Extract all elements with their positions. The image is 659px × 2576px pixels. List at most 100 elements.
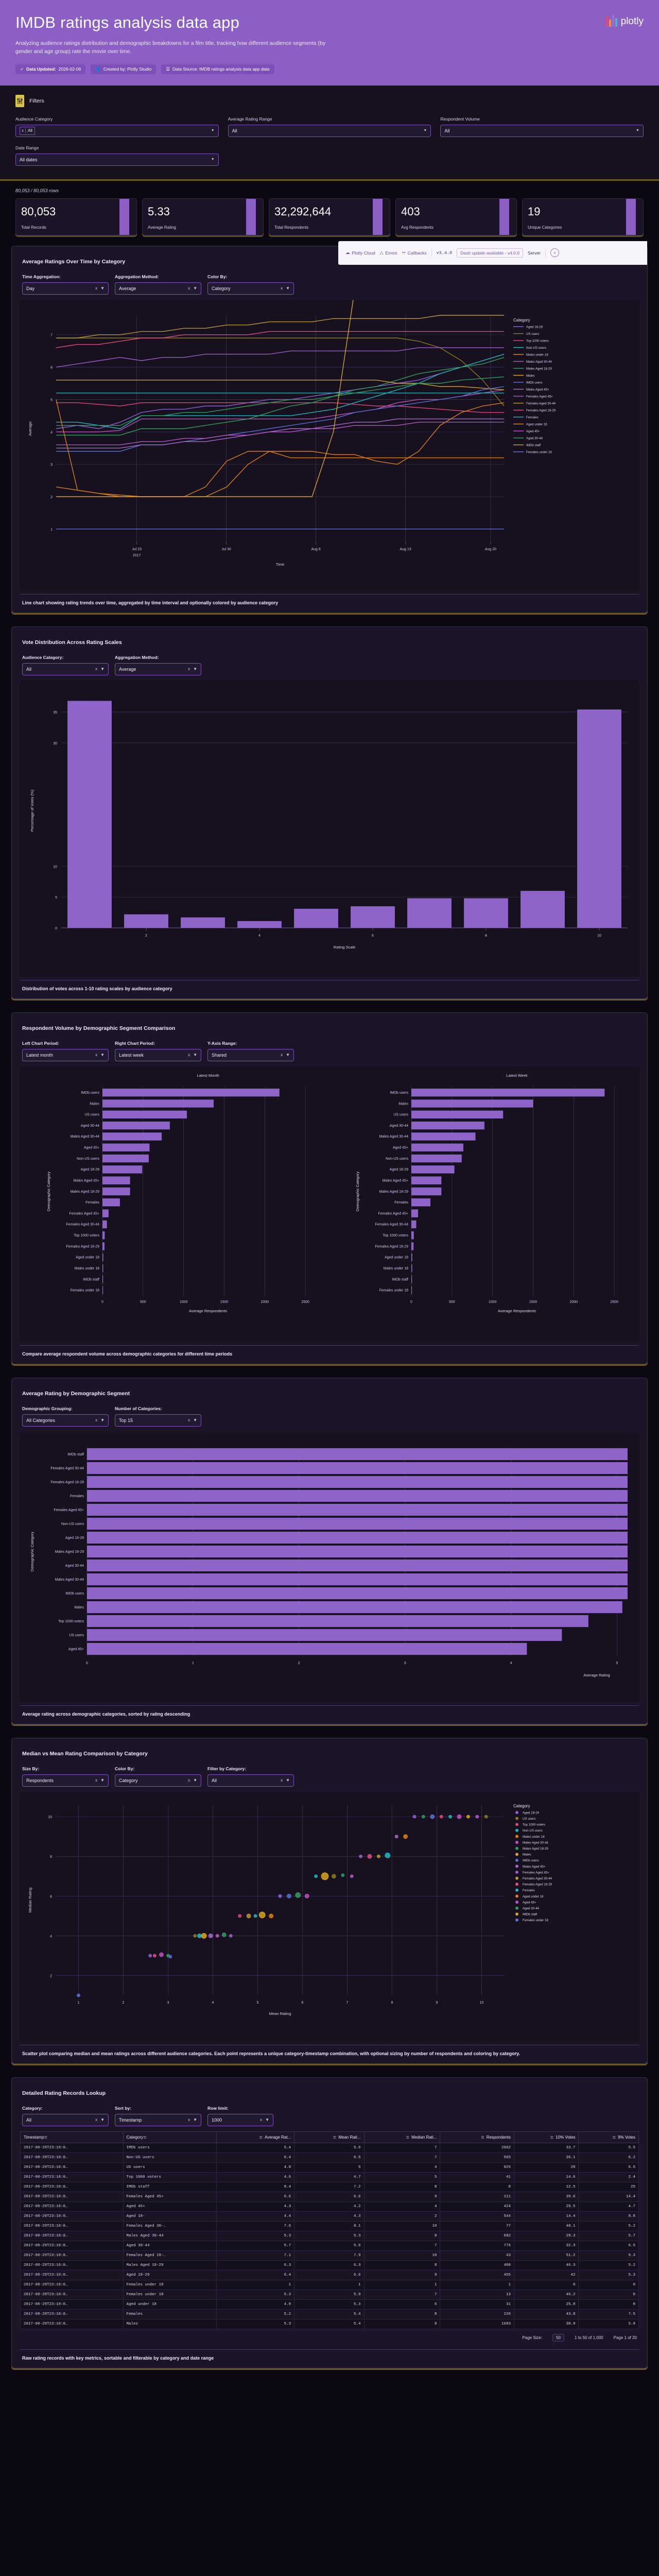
table-row[interactable]: 2017-08-29T23:10:0… Females under 18 5.3 5.…	[20, 2289, 639, 2300]
chevron-down-icon[interactable]: ▼	[193, 1418, 197, 1423]
color-by-select[interactable]: Category x ▼	[207, 282, 294, 295]
chevron-down-icon[interactable]: ▼	[100, 286, 105, 291]
filter-sort-icon[interactable]: ≣	[143, 2134, 147, 2140]
clear-icon[interactable]: x	[188, 2117, 190, 2123]
right-chart-period-select[interactable]: Latest week x ▼	[115, 1048, 201, 1061]
chevron-down-icon[interactable]: ▼	[100, 1053, 105, 1058]
dash-devtools-toolbar[interactable]: ☁ Plotly Cloud △ Errors ∺ Callbacks v3.4.0 …	[338, 241, 647, 265]
table-row[interactable]: 2017-08-29T23:10:0… Females 5.2 5.4 8 226 43.8…	[20, 2309, 639, 2319]
table-column-header[interactable]: ≣ Median Rati...	[363, 2131, 441, 2143]
table-row[interactable]: 2017-08-29T23:10:0… Females under 18 1 1 1 1 0…	[20, 2279, 639, 2290]
chevron-down-icon[interactable]: ▼	[423, 129, 427, 133]
left-chart-period-select[interactable]: Latest month x ▼	[22, 1048, 109, 1061]
clear-icon[interactable]: x	[95, 1778, 98, 1783]
callbacks-button[interactable]: ∺ Callbacks	[402, 250, 427, 256]
demographic-grouping-select[interactable]: All Categories x ▼	[22, 1414, 109, 1427]
row-limit-select[interactable]: 1000 x ▼	[207, 2113, 273, 2126]
clear-icon[interactable]: x	[188, 1418, 190, 1423]
selected-chip[interactable]: x All	[20, 126, 35, 135]
server-label[interactable]: Server	[527, 250, 541, 256]
chevron-down-icon[interactable]: ▼	[193, 667, 197, 672]
clear-icon[interactable]: x	[188, 286, 190, 291]
line-chart-plot[interactable]: 1 2 3 4 5 6 7 Jul 23 2017 Jul 30 Aug 6 Aug 13 Aug 20…	[20, 289, 639, 591]
chevron-down-icon[interactable]: ▼	[193, 1778, 197, 1783]
clear-icon[interactable]: x	[281, 1778, 283, 1783]
chevron-down-icon[interactable]: ▼	[100, 1778, 105, 1783]
volume-comparison-plot[interactable]: Latest Month 0 500 1000 1500 2000 2500 IMDb use…	[20, 1066, 639, 1342]
aggregation-method-select[interactable]: Average x ▼	[115, 282, 201, 295]
respondent-volume-select[interactable]: All ▼	[440, 124, 644, 137]
table-row[interactable]: 2017-08-29T23:10:0… Females Aged 18-… 7.1 7…	[20, 2250, 639, 2261]
chevron-down-icon[interactable]: ▼	[211, 158, 215, 162]
chevron-down-icon[interactable]: ▼	[286, 1778, 290, 1783]
table-row[interactable]: 2017-08-29T23:10:0… IMDb users 5.4 5.6 7 2662…	[20, 2142, 639, 2153]
table-column-header[interactable]: Timestamp≣	[20, 2131, 124, 2143]
filter-sort-icon[interactable]: ≣	[406, 2134, 410, 2140]
filter-by-category-select[interactable]: All x ▼	[207, 1774, 294, 1787]
clear-icon[interactable]: x	[95, 286, 98, 291]
clear-icon[interactable]: x	[281, 286, 283, 291]
chevron-down-icon[interactable]: ▼	[193, 286, 197, 291]
time-aggregation-select[interactable]: Day x ▼	[22, 282, 109, 295]
clear-icon[interactable]: x	[95, 1418, 98, 1423]
aggregation-method-select[interactable]: Average x ▼	[115, 663, 201, 675]
filter-sort-icon[interactable]: ≣	[259, 2134, 263, 2140]
table-row[interactable]: 2017-08-29T23:10:0… Top 1000 voters 4.6 4.7…	[20, 2172, 639, 2182]
page-size-select[interactable]: 50	[552, 2333, 565, 2342]
clear-icon[interactable]: x	[95, 667, 98, 672]
clear-icon[interactable]: x	[95, 2117, 98, 2123]
table-column-header[interactable]: Category≣	[123, 2131, 217, 2143]
plotly-cloud-button[interactable]: ☁ Plotly Cloud	[345, 250, 375, 256]
dash-update-badge[interactable]: Dash update available - v4.0.0	[457, 248, 523, 258]
table-row[interactable]: 2017-08-29T23:10:0… Aged 45+ 4.3 4.2 4 424 29.…	[20, 2201, 639, 2212]
color-by-select[interactable]: Category x ▼	[115, 1774, 201, 1787]
clear-icon[interactable]: x	[260, 2117, 263, 2123]
scatter-plot[interactable]: 2 4 6 8 10 1 2 3 4 5 6 7 8 9 10 Mean Rating Median Ratin…	[20, 1791, 639, 2042]
table-row[interactable]: 2017-08-29T23:10:0… Males Aged 18-29 6.3 6.…	[20, 2260, 639, 2270]
clear-icon[interactable]: x	[188, 667, 190, 672]
chevron-down-icon[interactable]: ▼	[211, 129, 215, 133]
chip-remove-icon[interactable]: x	[20, 128, 26, 133]
table-row[interactable]: 2017-08-29T23:10:0… IMDb staff 8.4 7.2 8 8 12.…	[20, 2181, 639, 2192]
average-rating-range-select[interactable]: All ▼	[228, 124, 431, 137]
chevron-down-icon[interactable]: ▼	[100, 2117, 105, 2123]
audience-category-select[interactable]: x All ▼	[15, 124, 219, 137]
chevron-down-icon[interactable]: ▼	[636, 129, 639, 133]
audience-category-select[interactable]: All x ▼	[22, 663, 109, 675]
filter-sort-icon[interactable]: ≣	[612, 2134, 616, 2140]
filter-sort-icon[interactable]: ≣	[44, 2134, 47, 2140]
clear-icon[interactable]: x	[188, 1778, 190, 1783]
filter-sort-icon[interactable]: ≣	[481, 2134, 484, 2140]
chevron-down-icon[interactable]: ▼	[193, 2117, 197, 2123]
table-row[interactable]: 2017-08-29T23:10:0… Aged 18- 4.4 4.3 2 544 14.…	[20, 2211, 639, 2222]
table-row[interactable]: 2017-08-29T23:10:0… Aged 18-29 6.4 6.6 8 455 4…	[20, 2269, 639, 2280]
table-row[interactable]: 2017-08-29T23:10:0… Non-US users 6.4 6.5 7 56…	[20, 2152, 639, 2163]
table-row[interactable]: 2017-08-29T23:10:0… Females Aged 45+ 6.6 6.…	[20, 2191, 639, 2202]
table-row[interactable]: 2017-08-29T23:10:0… Males Aged 30-44 5.3 5.…	[20, 2230, 639, 2241]
table-column-header[interactable]: ≣ Respondents	[440, 2131, 514, 2143]
table-column-header[interactable]: ≣ 10% Votes	[513, 2131, 579, 2143]
chevron-down-icon[interactable]: ▼	[100, 1418, 105, 1423]
chevron-down-icon[interactable]: ▼	[286, 286, 290, 291]
chevron-down-icon[interactable]: ▼	[100, 667, 105, 672]
clear-icon[interactable]: x	[188, 1053, 190, 1058]
clear-icon[interactable]: x	[281, 1053, 283, 1058]
filter-sort-icon[interactable]: ≣	[333, 2134, 337, 2140]
table-row[interactable]: 2017-08-29T23:10:0… Aged under 18 4.9 5.3 6 3…	[20, 2299, 639, 2310]
errors-button[interactable]: △ Errors	[379, 250, 397, 256]
vote-distribution-plot[interactable]: 0 5 10 30 35 2 4 6 8 10 Rating Scale Percentage of …	[20, 680, 639, 977]
chevron-down-icon[interactable]: ▼	[286, 1053, 290, 1058]
table-row[interactable]: 2017-08-29T23:10:0… Females Aged 30-… 7.6 8…	[20, 2221, 639, 2231]
table-column-header[interactable]: ≣ 9% Votes	[578, 2131, 639, 2143]
records-table[interactable]: Timestamp≣ Category≣ ≣ Average Rat... ≣ Mean …	[20, 2131, 639, 2329]
clear-icon[interactable]: x	[95, 1053, 98, 1058]
table-column-header[interactable]: ≣ Average Rat...	[216, 2131, 295, 2143]
table-row[interactable]: 2017-08-29T23:10:0… Males 5.3 5.4 8 1693 30.9 5…	[20, 2318, 639, 2329]
chevron-down-icon[interactable]: ▼	[265, 2117, 269, 2123]
chevron-down-icon[interactable]: ▼	[193, 1053, 197, 1058]
number-of-categories-select[interactable]: Top 15 x ▼	[115, 1414, 201, 1427]
size-by-select[interactable]: Respondents x ▼	[22, 1774, 109, 1787]
table-row[interactable]: 2017-08-29T23:10:0… Aged 30-44 5.7 5.6 7 776 3…	[20, 2240, 639, 2251]
y-axis-range-select[interactable]: Shared x ▼	[207, 1048, 294, 1061]
filter-sort-icon[interactable]: ≣	[550, 2134, 554, 2140]
